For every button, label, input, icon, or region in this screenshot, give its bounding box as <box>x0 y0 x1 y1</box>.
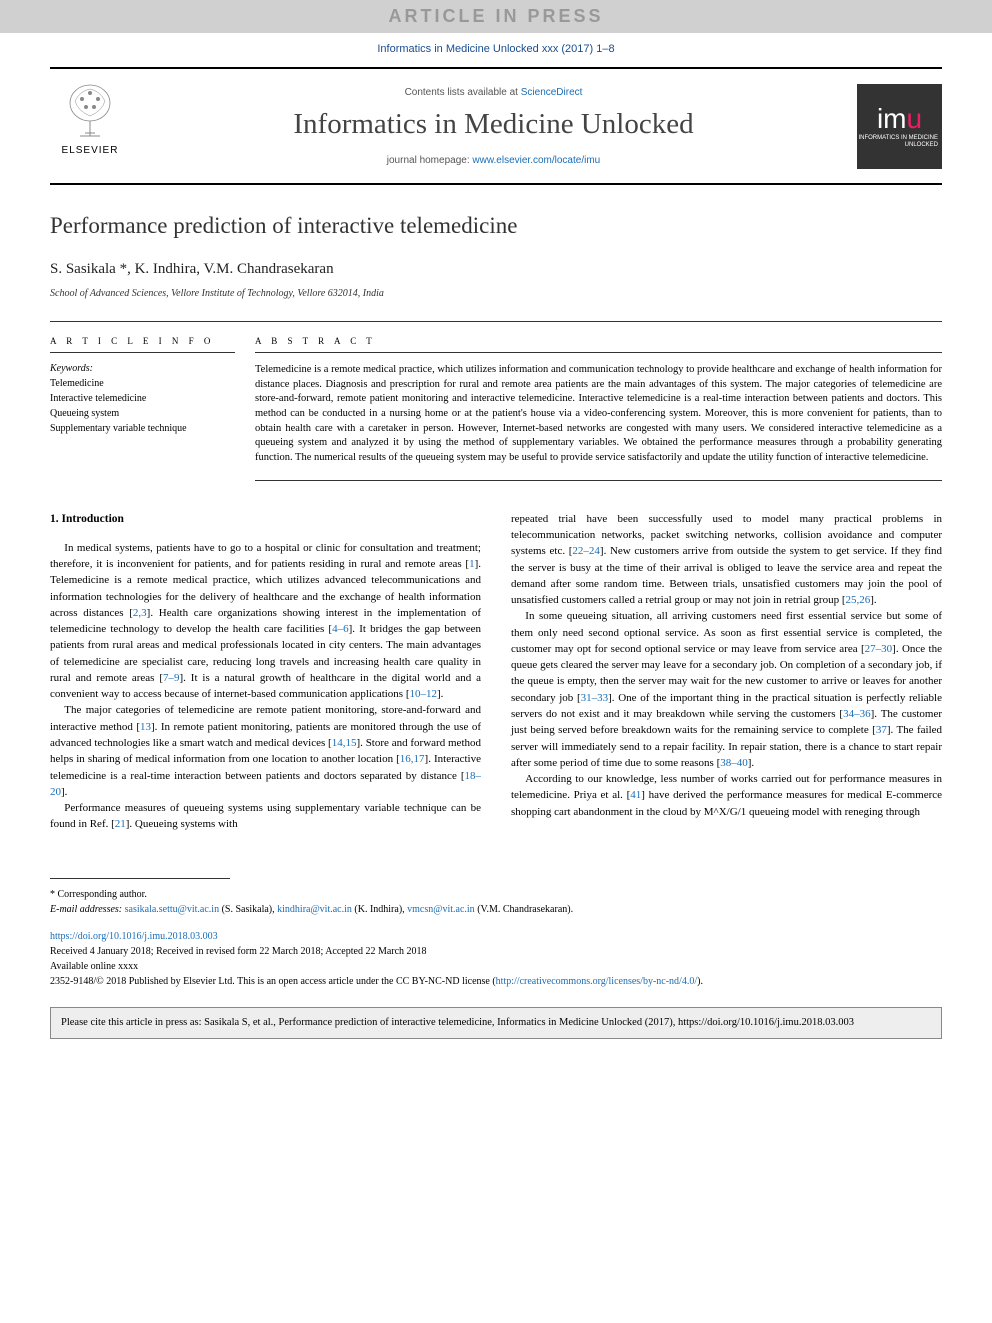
copyright-text: 2352-9148/© 2018 Published by Elsevier L… <box>50 976 496 987</box>
keywords-list: TelemedicineInteractive telemedicineQueu… <box>50 376 235 436</box>
header-center: Contents lists available at ScienceDirec… <box>130 87 857 166</box>
email-author-name: (K. Indhira), <box>352 904 407 915</box>
footer-block: * Corresponding author. E-mail addresses… <box>50 879 942 989</box>
available-online: Available online xxxx <box>50 959 942 974</box>
paragraph-3: Performance measures of queueing systems… <box>50 800 481 833</box>
paragraph-2: The major categories of telemedicine are… <box>50 702 481 800</box>
article-info-column: A R T I C L E I N F O Keywords: Telemedi… <box>50 322 255 481</box>
article-title: Performance prediction of interactive te… <box>50 213 942 239</box>
copyright-line: 2352-9148/© 2018 Published by Elsevier L… <box>50 974 942 989</box>
contents-available-line: Contents lists available at ScienceDirec… <box>130 87 857 98</box>
paragraph-4: repeated trial have been successfully us… <box>511 511 942 609</box>
email-line: E-mail addresses: sasikala.settu@vit.ac.… <box>50 902 942 917</box>
page-container: ARTICLE IN PRESS Informatics in Medicine… <box>0 0 992 1323</box>
right-column: repeated trial have been successfully us… <box>511 511 942 833</box>
keyword-item: Telemedicine <box>50 376 235 391</box>
homepage-link[interactable]: www.elsevier.com/locate/imu <box>472 155 600 166</box>
received-dates: Received 4 January 2018; Received in rev… <box>50 944 942 959</box>
citation-box: Please cite this article in press as: Sa… <box>50 1007 942 1040</box>
email-link[interactable]: kindhira@vit.ac.in <box>277 904 352 915</box>
left-column: 1. Introduction In medical systems, pati… <box>50 511 481 833</box>
imu-abbrev: imu <box>877 103 922 135</box>
section-1-heading: 1. Introduction <box>50 511 481 528</box>
journal-header: ELSEVIER Contents lists available at Sci… <box>50 67 942 185</box>
abstract-column: A B S T R A C T Telemedicine is a remote… <box>255 322 942 481</box>
email-label: E-mail addresses: <box>50 904 125 915</box>
doi-link[interactable]: https://doi.org/10.1016/j.imu.2018.03.00… <box>50 931 218 942</box>
article-in-press-banner: ARTICLE IN PRESS <box>0 0 992 33</box>
paragraph-6: According to our knowledge, less number … <box>511 771 942 820</box>
email-link[interactable]: vmcsn@vit.ac.in <box>407 904 475 915</box>
elsevier-label: ELSEVIER <box>62 145 119 156</box>
info-abstract-block: A R T I C L E I N F O Keywords: Telemedi… <box>50 321 942 481</box>
imu-fullname: INFORMATICS IN MEDICINE UNLOCKED <box>857 135 942 149</box>
affiliation: School of Advanced Sciences, Vellore Ins… <box>50 288 942 299</box>
body-two-column: 1. Introduction In medical systems, pati… <box>50 511 942 833</box>
keyword-item: Supplementary variable technique <box>50 421 235 436</box>
doi-line: https://doi.org/10.1016/j.imu.2018.03.00… <box>50 929 942 944</box>
copyright-close: ). <box>697 976 703 987</box>
homepage-label: journal homepage: <box>387 155 473 166</box>
keyword-item: Queueing system <box>50 406 235 421</box>
email-author-name: (V.M. Chandrasekaran). <box>475 904 573 915</box>
elsevier-logo: ELSEVIER <box>50 81 130 171</box>
corresponding-author: * Corresponding author. <box>50 887 942 902</box>
license-link[interactable]: http://creativecommons.org/licenses/by-n… <box>496 976 697 987</box>
paragraph-1: In medical systems, patients have to go … <box>50 540 481 703</box>
keyword-item: Interactive telemedicine <box>50 391 235 406</box>
abstract-heading: A B S T R A C T <box>255 336 942 353</box>
article-info-heading: A R T I C L E I N F O <box>50 336 235 353</box>
abstract-text: Telemedicine is a remote medical practic… <box>255 363 942 481</box>
elsevier-tree-icon <box>60 81 120 141</box>
author-list: S. Sasikala *, K. Indhira, V.M. Chandras… <box>50 261 942 278</box>
keywords-label: Keywords: <box>50 363 235 374</box>
journal-reference: Informatics in Medicine Unlocked xxx (20… <box>50 43 942 55</box>
contents-text: Contents lists available at <box>405 87 521 98</box>
email-link[interactable]: sasikala.settu@vit.ac.in <box>125 904 219 915</box>
imu-cover-logo: imu INFORMATICS IN MEDICINE UNLOCKED <box>857 84 942 169</box>
paragraph-5: In some queueing situation, all arriving… <box>511 608 942 771</box>
journal-homepage-line: journal homepage: www.elsevier.com/locat… <box>130 155 857 166</box>
sciencedirect-link[interactable]: ScienceDirect <box>521 87 583 98</box>
journal-title: Informatics in Medicine Unlocked <box>130 108 857 141</box>
email-author-name: (S. Sasikala), <box>219 904 277 915</box>
